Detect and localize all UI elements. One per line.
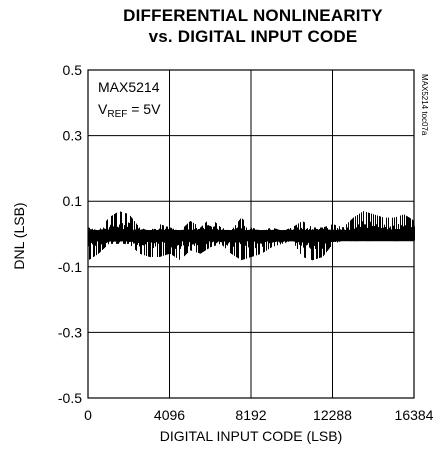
chart-title-line1: DIFFERENTIAL NONLINEARITY: [123, 6, 383, 25]
y-tick-label: 0.5: [63, 62, 83, 78]
y-tick-label: -0.5: [58, 390, 82, 406]
annotation-part-number: MAX5214: [98, 79, 160, 95]
x-tick-label: 4096: [154, 407, 185, 423]
figure-code-label: MAX5214 toc07a: [420, 74, 429, 136]
x-tick-label: 16384: [395, 407, 434, 423]
dnl-series-trace: [88, 211, 415, 261]
y-tick-label: -0.1: [58, 259, 82, 275]
y-axis-title: DNL (LSB): [11, 202, 27, 269]
annotation-vref: VREF = 5V: [98, 101, 161, 120]
x-tick-label: 8192: [235, 407, 266, 423]
chart-title-line2: vs. DIGITAL INPUT CODE: [148, 27, 358, 46]
annotation-box: [92, 75, 169, 127]
x-tick-label: 0: [84, 407, 92, 423]
x-tick-label: 12288: [313, 407, 352, 423]
y-tick-label: 0.1: [63, 193, 83, 209]
x-axis-title: DIGITAL INPUT CODE (LSB): [160, 428, 343, 444]
y-tick-label: 0.3: [63, 128, 83, 144]
y-tick-label: -0.3: [58, 324, 82, 340]
axis-tick-labels: 0 4096 8192 12288 16384 0.5 0.3 0.1 -0.1 -0.3 -0.5: [58, 62, 434, 423]
